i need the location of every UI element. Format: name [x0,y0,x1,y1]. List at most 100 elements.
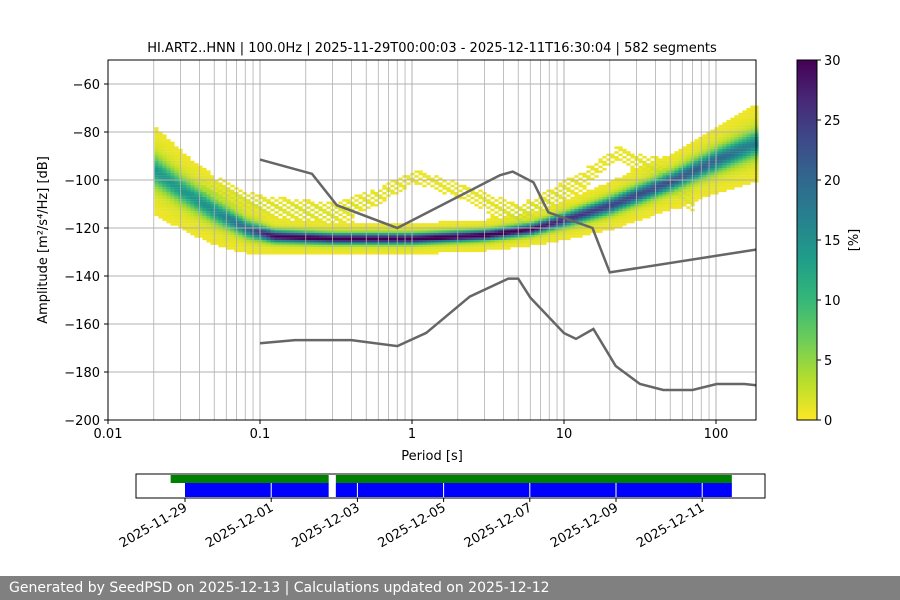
psd-cell [406,249,411,253]
psd-cell [682,165,687,169]
psd-cell [454,242,459,245]
psd-cell [734,153,739,157]
psd-cell [646,170,651,173]
psd-cell [658,204,663,207]
psd-cell [166,139,171,142]
psd-cell [198,218,203,221]
psd-cell [626,163,631,166]
psd-cell [698,187,703,190]
psd-cell [630,165,635,169]
psd-cell [398,228,403,231]
psd-cell [734,182,739,185]
psd-cell [354,230,359,233]
psd-cell [266,244,271,248]
psd-cell [646,177,651,181]
psd-cell [686,194,691,197]
psd-cell [214,223,219,226]
psd-cell [486,237,491,241]
psd-cell [346,252,351,255]
psd-cell [458,196,463,200]
psd-cell [654,211,659,214]
psd-cell [658,189,663,193]
psd-cell [294,242,299,245]
psd-cell [590,208,595,212]
psd-cell [350,230,355,233]
psd-cell [282,199,287,202]
segments-used-bar [335,483,732,497]
psd-cell [358,242,363,245]
psd-cell [738,112,743,116]
psd-cell [354,194,359,197]
psd-cell [282,225,287,229]
psd-cell [422,172,427,176]
psd-cell [506,225,511,229]
psd-cell [678,156,683,159]
psd-cell [454,182,459,185]
psd-cell [614,208,619,212]
psd-cell [206,196,211,200]
psd-cell [506,240,511,243]
psd-cell [310,220,315,224]
psd-cell [378,189,383,193]
psd-cell [154,141,159,145]
psd-cell [418,232,423,236]
psd-cell [190,232,195,236]
psd-cell [722,151,727,154]
psd-cell [718,182,723,185]
psd-cell [638,196,643,200]
psd-cell [594,208,599,212]
psd-cell [154,199,159,202]
psd-cell [342,247,347,250]
psd-cell [154,201,159,205]
psd-cell [438,244,443,248]
psd-cell [526,213,531,217]
psd-cell [522,230,527,233]
psd-cell [182,165,187,169]
psd-cell [602,213,607,217]
psd-cell [610,225,615,229]
psd-cell [646,184,651,188]
psd-cell [594,187,599,190]
psd-cell [170,165,175,169]
psd-cell [470,192,475,195]
psd-cell [654,206,659,209]
psd-cell [266,247,271,250]
psd-cell [570,201,575,205]
psd-cell [558,208,563,212]
psd-cell [246,228,251,231]
psd-cell [182,184,187,188]
psd-cell [474,249,479,253]
psd-cell [374,199,379,202]
psd-cell [670,192,675,195]
psd-cell [566,206,571,209]
psd-cell [210,184,215,188]
psd-cell [578,199,583,202]
psd-cell [194,199,199,202]
psd-cell [734,146,739,149]
psd-cell [486,199,491,202]
psd-cell [706,168,711,171]
psd-cell [650,160,655,164]
psd-cell [282,247,287,250]
psd-cell [586,230,591,233]
psd-cell [466,232,471,236]
psd-cell [682,163,687,166]
psd-cell [650,180,655,183]
psd-cell [250,213,255,217]
psd-cell [226,213,231,217]
psd-cell [530,201,535,205]
psd-cell [650,194,655,197]
psd-cell [170,208,175,212]
psd-cell [246,204,251,207]
psd-cell [230,189,235,193]
psd-cell [290,232,295,236]
psd-cell [474,237,479,241]
psd-cell [362,208,367,212]
psd-cell [738,168,743,171]
psd-cell [318,252,323,255]
psd-cell [398,232,403,236]
psd-cell [678,151,683,154]
psd-cell [382,230,387,233]
psd-cell [498,223,503,226]
psd-cell [378,201,383,205]
